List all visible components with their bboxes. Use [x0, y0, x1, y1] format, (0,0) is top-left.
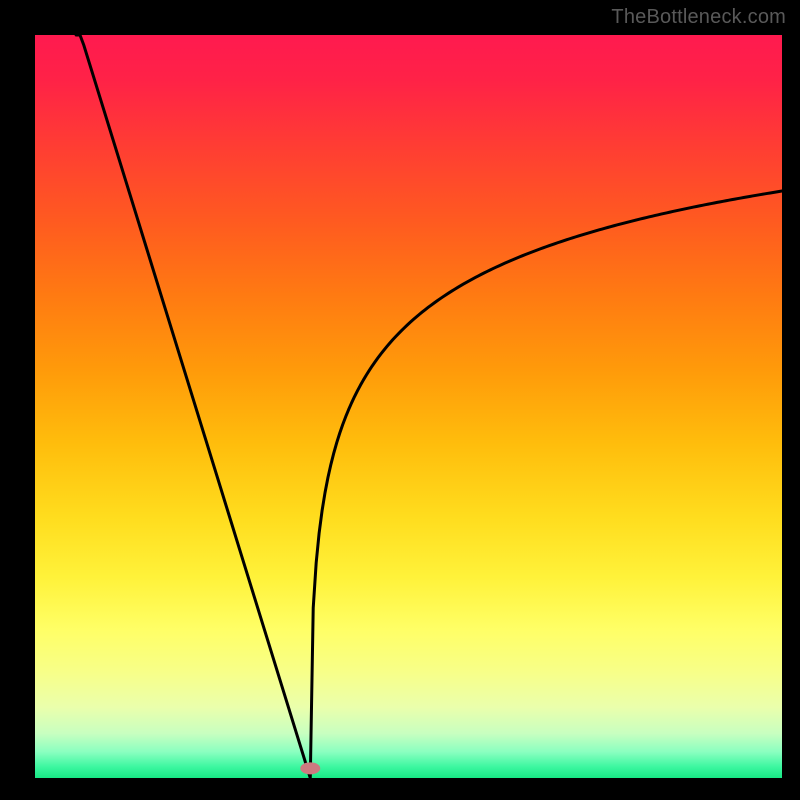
optimal-point-marker [300, 762, 320, 774]
bottleneck-chart: TheBottleneck.com [0, 0, 800, 800]
watermark-text: TheBottleneck.com [611, 6, 786, 29]
plot-background [35, 35, 782, 778]
chart-svg [0, 0, 800, 800]
